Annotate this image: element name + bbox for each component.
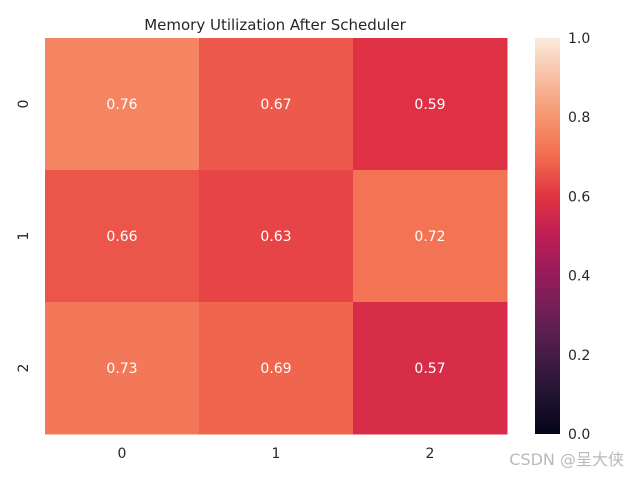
x-tick-label-1: 1 — [272, 446, 281, 462]
colorbar-tick-label-0: 0.0 — [568, 427, 590, 443]
heatmap-cell-0-2 — [353, 38, 508, 171]
colorbar-tick-label-4: 0.8 — [568, 110, 590, 126]
heatmap-cell-1-2 — [353, 170, 508, 303]
cell-value-label-2-2: 0.57 — [414, 361, 445, 377]
y-tick-label-2: 2 — [16, 364, 32, 373]
colorbar-tick-label-1: 0.2 — [568, 348, 590, 364]
colorbar-tick-label-2: 0.4 — [568, 269, 590, 285]
y-tick-label-1: 1 — [16, 232, 32, 241]
y-axis-tick-labels: 0 1 2 — [16, 100, 32, 373]
heatmap-cell-0-0 — [45, 38, 200, 171]
cell-value-label-0-2: 0.59 — [414, 97, 445, 113]
colorbar — [535, 38, 560, 434]
x-tick-label-2: 2 — [426, 446, 435, 462]
chart-title: Memory Utilization After Scheduler — [144, 16, 406, 34]
cell-value-label-0-0: 0.76 — [106, 97, 137, 113]
heatmap-cell-2-1 — [199, 302, 354, 435]
cell-value-label-2-1: 0.69 — [260, 361, 291, 377]
heatmap-cell-1-1 — [199, 170, 354, 303]
colorbar-tick-labels: 0.0 0.2 0.4 0.6 0.8 1.0 — [568, 31, 590, 443]
cell-value-label-1-1: 0.63 — [260, 229, 291, 245]
heatmap-cell-labels: 0.76 0.67 0.59 0.66 0.63 0.72 0.73 0.69 0.57 — [106, 97, 445, 377]
cell-value-label-1-0: 0.66 — [106, 229, 137, 245]
x-tick-label-0: 0 — [118, 446, 127, 462]
cell-value-label-2-0: 0.73 — [106, 361, 137, 377]
heatmap-cell-1-0 — [45, 170, 200, 303]
y-tick-label-0: 0 — [16, 100, 32, 109]
heatmap-cell-2-0 — [45, 302, 200, 435]
colorbar-tick-label-3: 0.6 — [568, 189, 590, 205]
colorbar-tick-label-5: 1.0 — [568, 31, 590, 47]
cell-value-label-0-1: 0.67 — [260, 97, 291, 113]
heatmap-cell-0-1 — [199, 38, 354, 171]
watermark: CSDN @呈大侠 — [509, 450, 624, 469]
x-axis-tick-labels: 0 1 2 — [118, 446, 435, 462]
heatmap-cell-2-2 — [353, 302, 508, 435]
cell-value-label-1-2: 0.72 — [414, 229, 445, 245]
heatmap-cells — [45, 38, 508, 435]
